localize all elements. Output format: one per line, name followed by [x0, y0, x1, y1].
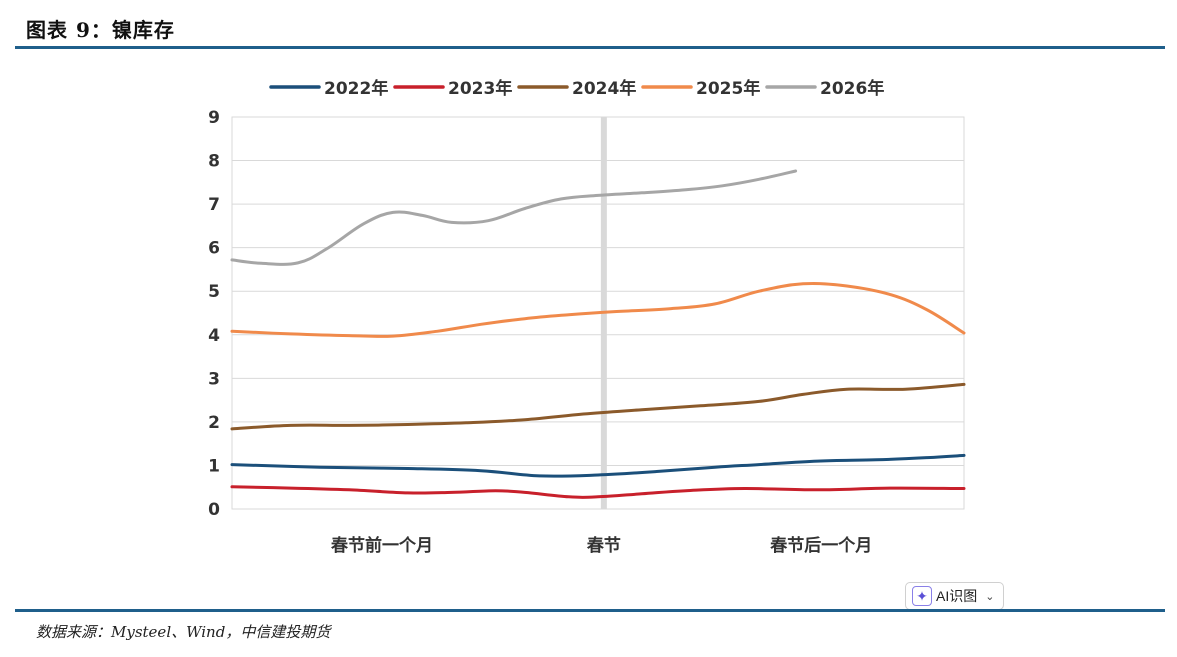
legend-label-2023年: 2023年 — [448, 78, 512, 99]
legend-label-2022年: 2022年 — [324, 78, 388, 99]
source-note: 数据来源：Mysteel、Wind，中信建投期货 — [36, 623, 331, 641]
series-line-2024年 — [230, 382, 966, 431]
top-rule — [15, 46, 1165, 49]
x-axis-ticks: 春节前一个月 春节 春节后一个月 — [331, 535, 872, 556]
y-tick-label: 4 — [208, 326, 220, 346]
plot-frame — [231, 116, 965, 510]
figure-title: 图表 9：镍库存 — [26, 18, 175, 42]
y-tick-label: 1 — [208, 456, 220, 476]
y-tick-label: 3 — [208, 369, 220, 389]
bottom-rule — [15, 609, 1165, 612]
y-tick-label: 9 — [208, 108, 220, 128]
series-lines — [230, 169, 966, 499]
legend-label-2025年: 2025年 — [696, 78, 760, 99]
y-tick-label: 2 — [208, 413, 220, 433]
series-line-2025年 — [230, 281, 966, 338]
chevron-down-icon: ⌄ — [985, 590, 995, 603]
series-line-2023年 — [230, 485, 966, 499]
x-tick-label: 春节前一个月 — [331, 535, 433, 556]
y-tick-label: 6 — [208, 239, 220, 259]
y-tick-label: 8 — [208, 152, 220, 172]
sparkle-icon: ✦ — [912, 586, 932, 606]
series-line-2022年 — [230, 453, 966, 478]
ai-recognize-button[interactable]: ✦ AI识图 ⌄ — [905, 582, 1004, 610]
y-tick-label: 5 — [208, 282, 220, 302]
y-axis-ticks: 0 1 2 3 4 5 6 7 8 9 — [208, 108, 220, 520]
legend-label-2024年: 2024年 — [572, 78, 636, 99]
y-tick-label: 7 — [208, 195, 220, 215]
legend-label-2026年: 2026年 — [820, 78, 884, 99]
ai-button-label: AI识图 — [936, 588, 978, 604]
x-tick-label: 春节 — [587, 535, 621, 556]
series-line-2026年 — [230, 169, 798, 266]
y-tick-label: 0 — [208, 500, 220, 520]
legend: 2022年 2023年 2024年 2025年 2026年 — [269, 78, 884, 99]
plot-border — [231, 116, 965, 510]
x-tick-label: 春节后一个月 — [770, 535, 872, 556]
